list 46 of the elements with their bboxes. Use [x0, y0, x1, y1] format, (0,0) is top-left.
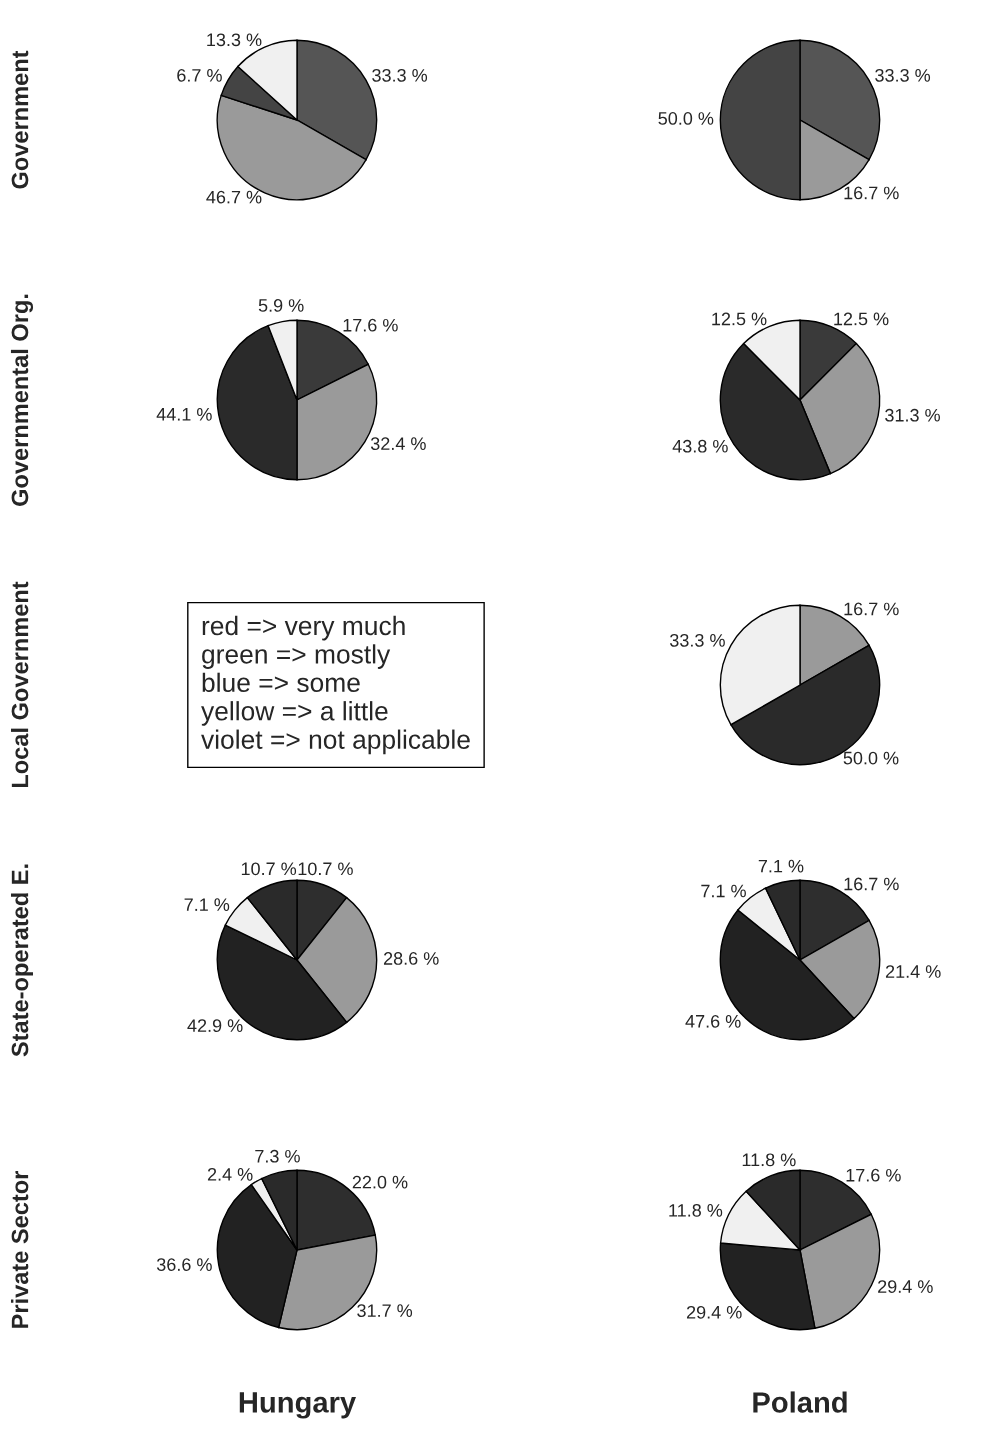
data-label: 11.8 % [669, 1203, 723, 1217]
data-label: 7.1 % [184, 898, 230, 911]
data-label: 10.7 % [241, 862, 297, 876]
text: Governmental Org. [10, 294, 34, 506]
text: Local Government [11, 581, 29, 788]
data-label: 5.9 % [258, 299, 304, 312]
data-label: 2.4 % [207, 1167, 253, 1181]
data-label: 12.5 % [834, 312, 889, 326]
data-label: 43.8 % [672, 439, 728, 453]
data-label: 12.5 % [712, 312, 767, 326]
data-label: 16.7 % [844, 186, 899, 200]
data-label: 33.3 % [875, 68, 931, 82]
data-label: 6.7 % [177, 68, 222, 82]
data-label: 47.6 % [685, 1014, 741, 1028]
data-label: 22.0 % [352, 1175, 408, 1189]
data-label: 17.6 % [846, 1168, 901, 1182]
data-label: 16.7 % [844, 602, 899, 616]
data-label: 44.1 % [156, 408, 212, 421]
data-label: 7.1 % [758, 859, 804, 873]
data-label: 29.4 % [686, 1305, 742, 1319]
data-label: 36.6 % [156, 1258, 212, 1271]
data-label: 50.0 % [843, 751, 899, 765]
data-label: 31.3 % [885, 408, 940, 422]
data-label: 33.3 % [372, 68, 428, 82]
text: Government [11, 50, 29, 189]
data-label: 17.6 % [343, 318, 398, 332]
text: State-operated E. [11, 864, 33, 1057]
data-label: 33.3 % [669, 633, 725, 647]
data-label: 29.4 % [878, 1280, 933, 1293]
data-label: 7.3 % [255, 1149, 300, 1163]
data-label: 50.0 % [658, 112, 714, 125]
data-label: 28.6 % [383, 952, 439, 965]
text: Poland [753, 1391, 847, 1413]
data-label: 11.8 % [742, 1153, 796, 1167]
data-label: 16.7 % [844, 877, 899, 891]
data-label: 10.7 % [298, 862, 353, 876]
text: red => very much green => mostly blue => some yellow => a little violet => not applicable [201, 615, 470, 755]
data-label: 46.7 % [206, 190, 262, 204]
data-label: 31.7 % [357, 1304, 413, 1318]
data-label: 21.4 % [885, 965, 941, 978]
text: Private Sector [11, 1170, 29, 1328]
data-label: 13.3 % [207, 33, 262, 47]
data-label: 32.4 % [370, 437, 426, 451]
data-label: 42.9 % [187, 1019, 243, 1033]
data-label: 7.1 % [701, 884, 746, 898]
text: Hungary [239, 1392, 356, 1419]
